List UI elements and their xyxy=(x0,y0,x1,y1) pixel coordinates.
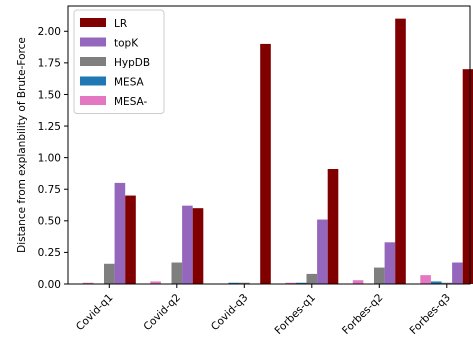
legend-swatch-hypdb xyxy=(80,57,106,66)
bar-mesa-0 xyxy=(82,282,94,284)
legend-label: MESA- xyxy=(114,96,148,108)
bar-hypdb-5 xyxy=(441,282,453,284)
bar-lr-0 xyxy=(125,195,136,284)
legend-label: topK xyxy=(114,38,139,50)
plot-frame xyxy=(67,5,471,285)
bar-hypdb-3 xyxy=(306,273,318,284)
bar-mesa-5 xyxy=(430,281,442,284)
y-axis-label: Distance from explanbility of Brute-Forc… xyxy=(16,37,28,253)
bar-hypdb-1 xyxy=(171,262,183,284)
y-tick-label: 1.75 xyxy=(38,58,61,70)
bars-layer xyxy=(82,18,473,285)
legend-swatch-mesa xyxy=(80,76,106,86)
bar-lr-3 xyxy=(327,169,339,284)
legend-swatch-lr xyxy=(80,18,106,27)
bar-mesa-3 xyxy=(295,282,307,284)
y-tick-label: 0.25 xyxy=(38,247,61,259)
bar-mesa-4 xyxy=(352,280,364,284)
bar-lr-1 xyxy=(192,208,204,284)
legend-swatch-topk xyxy=(80,37,106,47)
bar-mesa-2 xyxy=(228,282,239,284)
x-tick-label: Covid-q3 xyxy=(209,292,250,333)
bar-hypdb-0 xyxy=(104,263,115,284)
y-tick-label: 1.25 xyxy=(38,121,61,133)
bar-topk-3 xyxy=(317,219,328,284)
x-tick-label: Forbes-q2 xyxy=(340,292,385,337)
bar-lr-4 xyxy=(395,18,406,284)
y-tick-label: 0.75 xyxy=(38,184,61,196)
y-tick-label: 1.50 xyxy=(38,89,61,101)
bar-mesa-5 xyxy=(420,275,431,284)
bar-topk-4 xyxy=(384,242,396,284)
legend: LR topK HypDB MESA MESA- xyxy=(73,9,165,114)
bar-topk-5 xyxy=(452,262,463,284)
y-tick-label: 0.50 xyxy=(38,216,61,228)
y-tick-label: 1.00 xyxy=(38,152,61,164)
legend-label: HypDB xyxy=(114,57,150,69)
x-tick-label: Forbes-q3 xyxy=(408,292,453,337)
bar-topk-0 xyxy=(114,182,126,284)
legend-label: MESA xyxy=(114,77,145,89)
bar-hypdb-2 xyxy=(239,282,250,284)
bar-topk-1 xyxy=(182,205,193,284)
legend-label: LR xyxy=(114,18,127,30)
bar-lr-2 xyxy=(260,43,271,284)
legend-box xyxy=(73,9,165,114)
bar-lr-5 xyxy=(462,69,473,285)
legend-swatch-mesa xyxy=(80,96,106,105)
x-tick-label: Forbes-q1 xyxy=(273,292,318,337)
y-tick-label: 0.00 xyxy=(38,279,61,291)
y-tick-label: 2.00 xyxy=(38,26,61,38)
bar-hypdb-4 xyxy=(374,267,385,284)
x-tick-label: Covid-q2 xyxy=(141,292,182,333)
bar-mesa-1 xyxy=(150,281,161,284)
x-tick-label: Covid-q1 xyxy=(74,292,115,333)
bar-mesa-3 xyxy=(285,282,296,284)
